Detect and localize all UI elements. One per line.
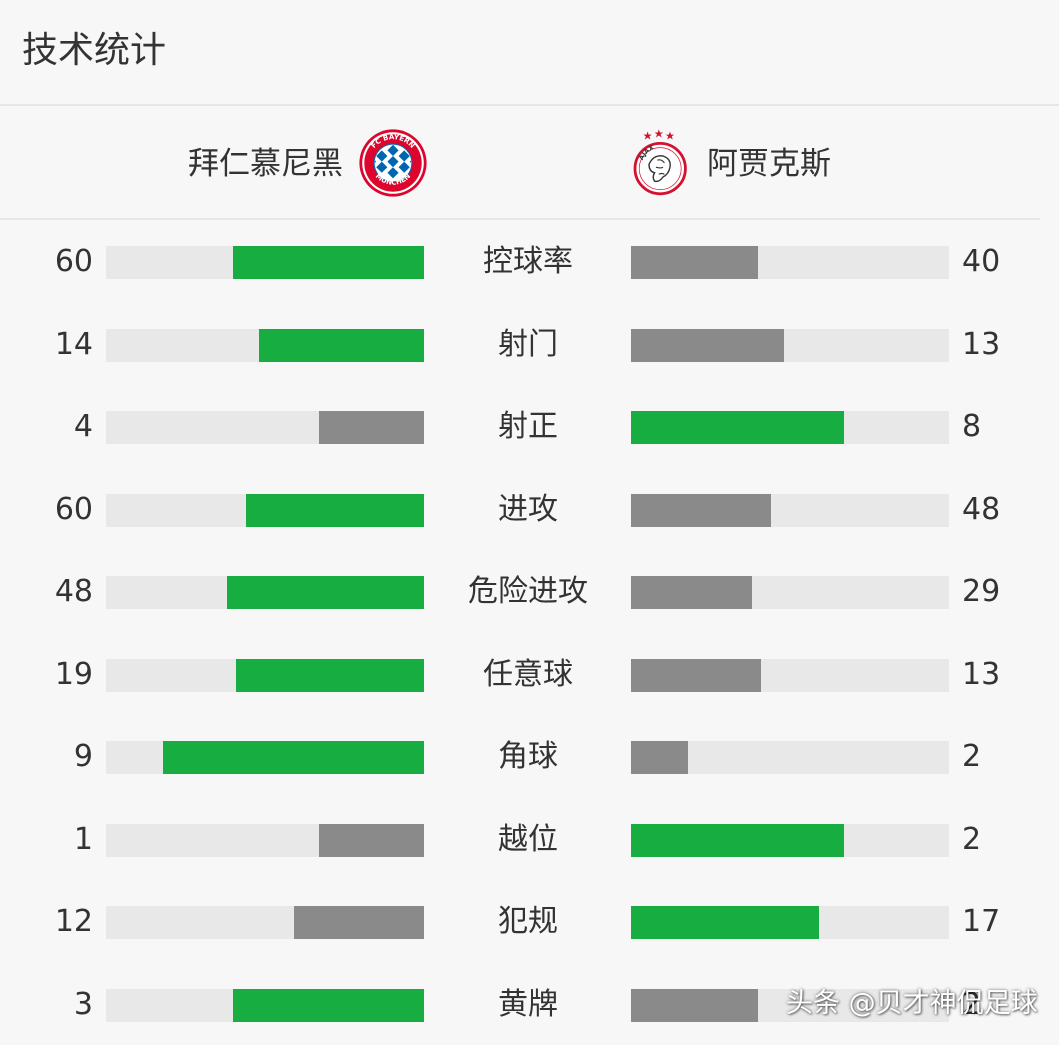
home-stat-value: 1 [74,818,93,862]
away-stat-bar-track [631,576,949,609]
home-stat-value: 12 [55,900,93,944]
away-stat-value: 40 [962,240,1000,284]
home-stat-bar-track [106,824,424,857]
home-stat-bar-track [106,246,424,279]
stat-label: 角球 [427,735,629,779]
stat-label: 犯规 [427,900,629,944]
bayern-munich-logo-icon: FC BAYERN MÜNCHEN [358,128,428,198]
home-stat-value: 48 [55,570,93,614]
away-stat-bar-fill [631,411,844,444]
stat-row: 4 射正 8 [0,385,1059,468]
stat-row: 60 控球率 40 [0,220,1059,303]
stat-row: 9 角球 2 [0,715,1059,798]
stat-row: 19 任意球 13 [0,633,1059,716]
home-stat-bar-fill [319,411,424,444]
home-stat-bar-track [106,494,424,527]
home-stat-value: 4 [74,405,93,449]
away-stat-bar-track [631,494,949,527]
away-team-name: 阿贾克斯 [707,142,831,186]
home-stat-value: 19 [55,653,93,697]
stat-label: 射正 [427,405,629,449]
away-stat-bar-fill [631,989,758,1022]
home-stat-bar-fill [233,246,424,279]
away-stat-bar-track [631,246,949,279]
home-stat-bar-fill [319,824,424,857]
stat-label: 进攻 [427,488,629,532]
away-stat-value: 29 [962,570,1000,614]
home-stat-bar-track [106,989,424,1022]
away-stat-value: 48 [962,488,1000,532]
away-stat-bar-fill [631,246,758,279]
home-stat-bar-fill [163,741,424,774]
title-bar: 技术统计 [0,0,1059,106]
home-stat-bar-track [106,741,424,774]
home-stat-bar-fill [246,494,424,527]
away-stat-bar-fill [631,741,688,774]
home-stat-bar-track [106,576,424,609]
away-stat-bar-fill [631,659,761,692]
away-stat-value: 2 [962,735,981,779]
away-stat-value: 17 [962,900,1000,944]
teams-header: 拜仁慕尼黑 FC BAYERN MÜ [0,106,1040,220]
away-stat-bar-track [631,824,949,857]
home-stat-bar-fill [233,989,424,1022]
stat-label: 控球率 [427,240,629,284]
stat-row: 48 危险进攻 29 [0,550,1059,633]
stat-row: 1 越位 2 [0,798,1059,881]
away-stat-bar-fill [631,906,819,939]
away-stat-value: 13 [962,653,1000,697]
stat-label: 黄牌 [427,983,629,1027]
home-stat-value: 14 [55,323,93,367]
away-stat-bar-fill [631,824,844,857]
away-stat-value: 8 [962,405,981,449]
away-stat-value: 2 [962,818,981,862]
stat-label: 射门 [427,323,629,367]
away-stat-value: 13 [962,323,1000,367]
home-team-name: 拜仁慕尼黑 [188,142,343,186]
stat-row: 12 犯规 17 [0,880,1059,963]
page-title: 技术统计 [22,26,166,76]
home-stat-bar-track [106,659,424,692]
away-stat-bar-track [631,411,949,444]
away-stat-bar-track [631,329,949,362]
away-stat-bar-fill [631,576,752,609]
stat-label: 任意球 [427,653,629,697]
stat-label: 越位 [427,818,629,862]
away-stat-bar-track [631,659,949,692]
home-stat-value: 9 [74,735,93,779]
away-stat-bar-track [631,906,949,939]
home-stat-bar-track [106,906,424,939]
away-stat-bar-fill [631,494,771,527]
home-stat-value: 60 [55,488,93,532]
stat-row: 60 进攻 48 [0,468,1059,551]
home-stat-value: 3 [74,983,93,1027]
home-stat-bar-track [106,329,424,362]
home-stat-bar-track [106,411,424,444]
watermark: 头条 @贝才神侃足球 [786,984,1038,1024]
home-stat-bar-fill [236,659,424,692]
home-stat-bar-fill [259,329,424,362]
away-stat-bar-track [631,741,949,774]
away-stat-bar-fill [631,329,784,362]
stat-label: 危险进攻 [427,570,629,614]
ajax-logo-icon: AJAX [628,128,698,198]
home-stat-bar-fill [294,906,424,939]
home-stat-value: 60 [55,240,93,284]
stat-row: 14 射门 13 [0,303,1059,386]
home-stat-bar-fill [227,576,424,609]
